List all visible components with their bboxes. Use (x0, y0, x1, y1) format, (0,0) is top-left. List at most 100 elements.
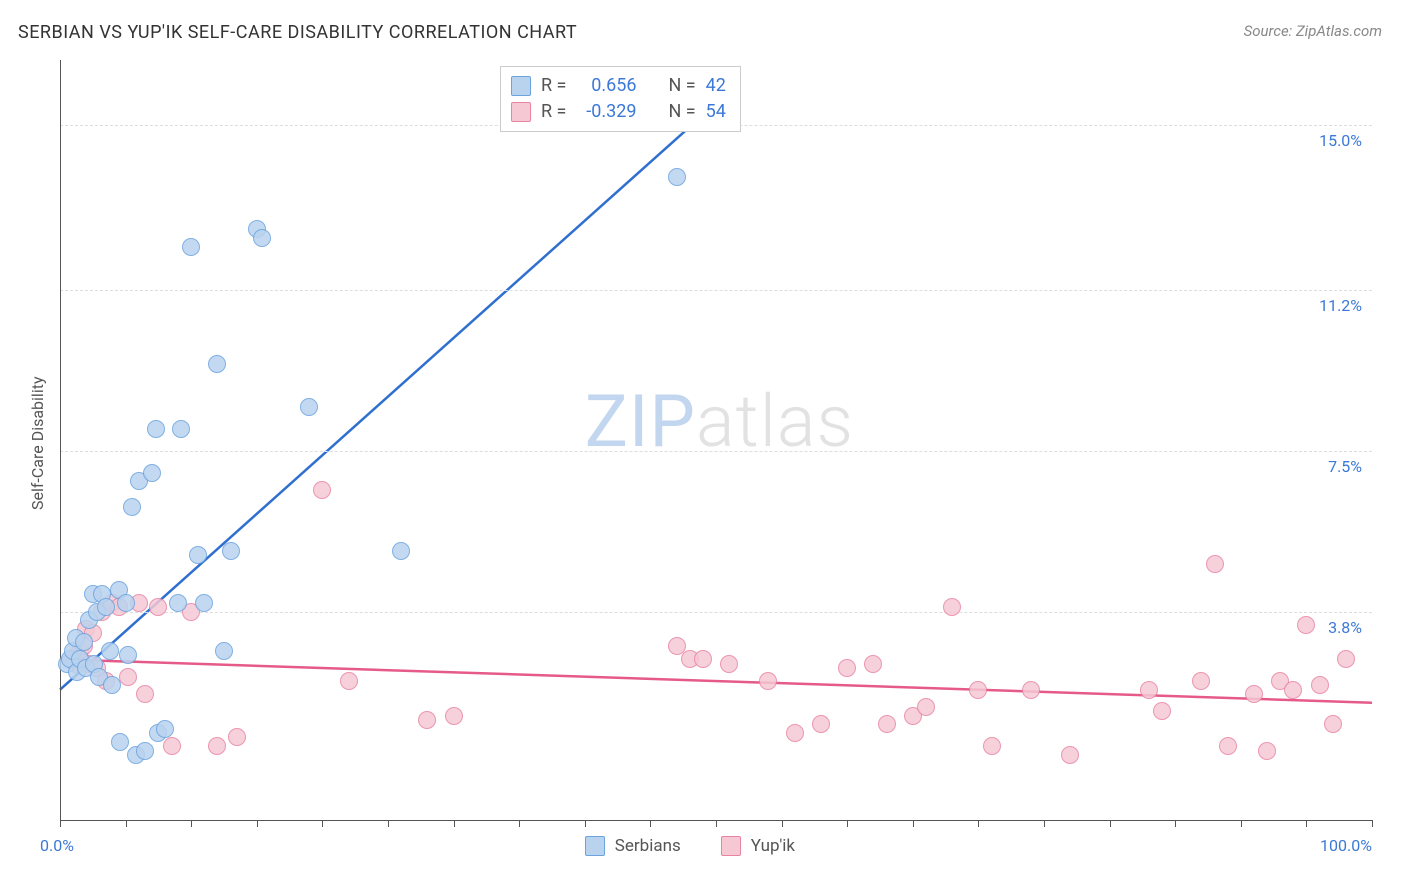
data-point (136, 742, 154, 760)
x-tick (847, 820, 848, 827)
data-point (136, 685, 154, 703)
stats-row-serbians: R = 0.656 N = 42 (511, 73, 726, 99)
label-r: R = (541, 99, 566, 125)
data-point (143, 464, 161, 482)
data-point (195, 594, 213, 612)
grid-line (60, 451, 1372, 452)
x-tick (913, 820, 914, 827)
x-tick (60, 820, 61, 827)
x-axis-max-label: 100.0% (1320, 836, 1372, 855)
n-value-yupik: 54 (706, 99, 726, 125)
x-tick (650, 820, 651, 827)
data-point (445, 707, 463, 725)
data-point (103, 676, 121, 694)
x-tick (126, 820, 127, 827)
source-attribution: Source: ZipAtlas.com (1244, 22, 1382, 40)
x-tick (716, 820, 717, 827)
x-tick (519, 820, 520, 827)
data-point (101, 642, 119, 660)
data-point (1153, 702, 1171, 720)
data-point (983, 737, 1001, 755)
data-point (812, 715, 830, 733)
data-point (119, 668, 137, 686)
source-prefix: Source: (1244, 22, 1296, 40)
bottom-legend: Serbians Yup'ik (585, 836, 795, 856)
x-tick (388, 820, 389, 827)
data-point (222, 542, 240, 560)
data-point (418, 711, 436, 729)
data-point (149, 598, 167, 616)
data-point (786, 724, 804, 742)
data-point (864, 655, 882, 673)
data-point (313, 481, 331, 499)
legend-item-serbians: Serbians (585, 836, 681, 856)
data-point (253, 229, 271, 247)
swatch-serbians (511, 76, 531, 96)
data-point (668, 168, 686, 186)
x-tick (1241, 820, 1242, 827)
data-point (123, 498, 141, 516)
y-axis-label: Self-Care Disability (28, 376, 47, 510)
chart-title: SERBIAN VS YUP'IK SELF-CARE DISABILITY C… (18, 22, 577, 43)
y-axis-line (60, 60, 61, 820)
data-point (172, 420, 190, 438)
x-axis-origin-label: 0.0% (40, 836, 74, 855)
legend-label-yupik: Yup'ik (751, 836, 795, 856)
x-tick (322, 820, 323, 827)
data-point (156, 720, 174, 738)
data-point (1061, 746, 1079, 764)
data-point (1219, 737, 1237, 755)
data-point (720, 655, 738, 673)
data-point (163, 737, 181, 755)
n-value-serbians: 42 (706, 73, 726, 99)
data-point (694, 650, 712, 668)
data-point (117, 594, 135, 612)
data-point (208, 355, 226, 373)
data-point (182, 238, 200, 256)
data-point (119, 646, 137, 664)
data-point (1324, 715, 1342, 733)
y-tick-label: 15.0% (1302, 131, 1362, 150)
x-tick (454, 820, 455, 827)
data-point (1022, 681, 1040, 699)
data-point (1297, 616, 1315, 634)
label-n: N = (668, 73, 695, 99)
plot-area: ZIPatlas 3.8%7.5%11.2%15.0% (60, 60, 1372, 820)
data-point (1311, 676, 1329, 694)
x-tick (191, 820, 192, 827)
grid-line (60, 612, 1372, 613)
data-point (392, 542, 410, 560)
x-tick (782, 820, 783, 827)
source-name: ZipAtlas.com (1296, 22, 1382, 40)
label-r: R = (541, 73, 566, 99)
data-point (1192, 672, 1210, 690)
data-point (1140, 681, 1158, 699)
x-tick (585, 820, 586, 827)
x-tick (257, 820, 258, 827)
legend-label-serbians: Serbians (615, 836, 681, 856)
data-point (215, 642, 233, 660)
r-value-yupik: -0.329 (576, 99, 636, 125)
data-point (75, 633, 93, 651)
r-value-serbians: 0.656 (576, 73, 636, 99)
swatch-yupik-icon (721, 836, 741, 856)
data-point (1284, 681, 1302, 699)
y-tick-label: 7.5% (1302, 457, 1362, 476)
data-point (943, 598, 961, 616)
legend-item-yupik: Yup'ik (721, 836, 795, 856)
data-point (208, 737, 226, 755)
x-tick (1044, 820, 1045, 827)
data-point (340, 672, 358, 690)
grid-line (60, 290, 1372, 291)
swatch-yupik (511, 102, 531, 122)
data-point (1206, 555, 1224, 573)
data-point (169, 594, 187, 612)
data-point (111, 733, 129, 751)
stats-row-yupik: R = -0.329 N = 54 (511, 99, 726, 125)
y-tick-label: 11.2% (1302, 296, 1362, 315)
data-point (189, 546, 207, 564)
swatch-serbians-icon (585, 836, 605, 856)
data-point (97, 598, 115, 616)
x-tick (1175, 820, 1176, 827)
correlation-stats-box: R = 0.656 N = 42 R = -0.329 N = 54 (500, 66, 741, 132)
